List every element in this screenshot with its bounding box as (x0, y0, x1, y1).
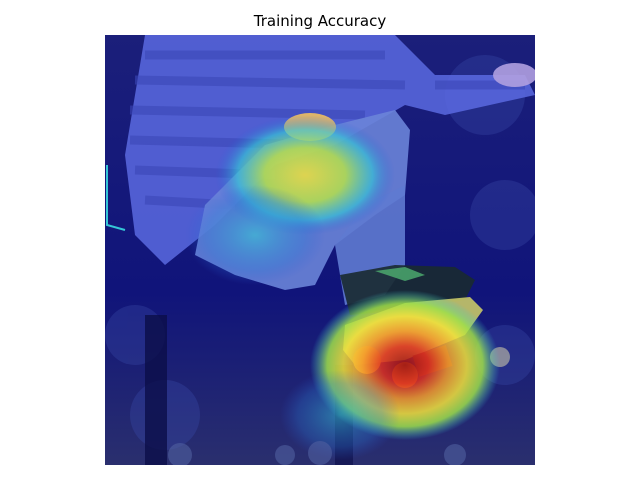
heatmap-overlay-photo (105, 35, 535, 465)
figure-title: Training Accuracy (253, 12, 387, 30)
tree-trunk (145, 315, 167, 465)
heatmap-image (105, 35, 535, 465)
hand-right (493, 63, 535, 87)
